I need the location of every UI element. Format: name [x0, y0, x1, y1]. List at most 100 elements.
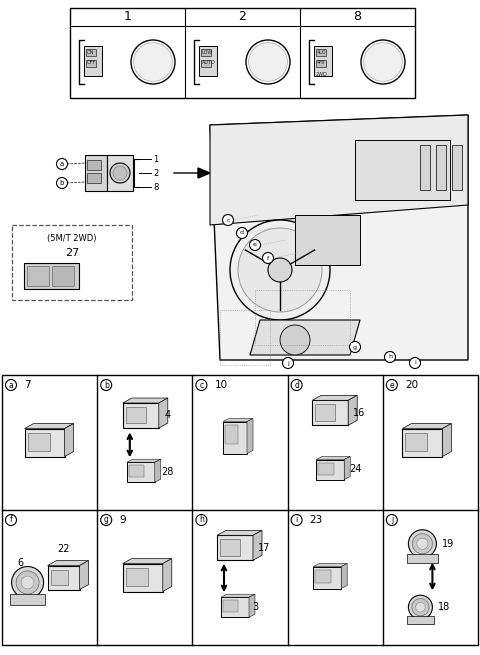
- Text: b: b: [60, 180, 64, 186]
- Bar: [199, 46, 217, 76]
- Circle shape: [21, 576, 34, 589]
- Polygon shape: [443, 424, 451, 457]
- Bar: [2, 375, 478, 645]
- Bar: [407, 616, 433, 624]
- Polygon shape: [313, 563, 347, 567]
- Text: 23: 23: [310, 515, 323, 525]
- Bar: [87, 160, 101, 170]
- Polygon shape: [123, 398, 168, 403]
- Text: h: h: [388, 354, 392, 360]
- Polygon shape: [253, 531, 262, 560]
- Polygon shape: [127, 459, 161, 462]
- Bar: [402, 428, 443, 457]
- Text: 24: 24: [349, 464, 361, 474]
- Text: j: j: [287, 360, 289, 365]
- Bar: [255, 290, 350, 345]
- Text: 8: 8: [153, 183, 158, 191]
- Bar: [48, 565, 80, 590]
- Bar: [436, 145, 446, 190]
- Polygon shape: [341, 563, 347, 588]
- Bar: [85, 155, 107, 191]
- Bar: [27, 266, 49, 286]
- Text: (5M/T 2WD): (5M/T 2WD): [47, 234, 97, 244]
- Circle shape: [5, 379, 16, 390]
- Circle shape: [131, 40, 175, 84]
- Bar: [220, 310, 270, 365]
- Text: d: d: [294, 381, 299, 390]
- Polygon shape: [155, 459, 161, 482]
- Bar: [84, 46, 102, 76]
- Text: 16: 16: [353, 408, 365, 418]
- Text: 8: 8: [353, 10, 361, 24]
- Text: OFF: OFF: [87, 60, 96, 66]
- Polygon shape: [210, 115, 468, 360]
- Text: 2: 2: [239, 10, 246, 24]
- Text: d: d: [240, 231, 244, 236]
- Text: c: c: [199, 381, 204, 390]
- Bar: [86, 60, 96, 67]
- Text: 7: 7: [24, 380, 31, 390]
- Circle shape: [384, 352, 396, 362]
- Bar: [315, 404, 335, 421]
- Polygon shape: [48, 561, 89, 565]
- Circle shape: [416, 603, 425, 612]
- Bar: [127, 462, 155, 482]
- Bar: [107, 155, 133, 191]
- Circle shape: [237, 227, 248, 238]
- Circle shape: [230, 220, 330, 320]
- Bar: [316, 460, 344, 479]
- Bar: [314, 46, 332, 76]
- Circle shape: [263, 252, 274, 263]
- Text: g: g: [104, 515, 108, 525]
- Circle shape: [408, 595, 432, 619]
- Bar: [406, 432, 427, 451]
- Bar: [217, 535, 253, 560]
- Bar: [123, 563, 163, 591]
- Text: 1: 1: [153, 155, 158, 164]
- Text: ON: ON: [87, 50, 95, 54]
- Circle shape: [196, 514, 207, 525]
- Bar: [201, 49, 211, 56]
- Bar: [126, 407, 145, 423]
- Circle shape: [408, 530, 436, 558]
- Bar: [295, 215, 360, 265]
- Bar: [355, 140, 450, 200]
- Circle shape: [133, 43, 172, 81]
- Circle shape: [412, 599, 429, 616]
- Text: 4HI: 4HI: [317, 60, 325, 66]
- Circle shape: [113, 166, 127, 180]
- Text: i: i: [414, 360, 416, 365]
- Text: 28: 28: [161, 467, 173, 477]
- Circle shape: [386, 514, 397, 525]
- Polygon shape: [249, 594, 255, 617]
- Polygon shape: [217, 531, 262, 535]
- Text: g: g: [353, 345, 357, 350]
- Circle shape: [283, 358, 293, 369]
- Text: 18: 18: [438, 602, 451, 612]
- Bar: [420, 145, 430, 190]
- Circle shape: [291, 514, 302, 525]
- Text: e: e: [253, 242, 257, 248]
- Text: c: c: [226, 217, 230, 223]
- Bar: [312, 400, 348, 425]
- Polygon shape: [24, 424, 73, 428]
- Bar: [220, 539, 240, 555]
- Circle shape: [57, 178, 68, 189]
- Polygon shape: [250, 320, 360, 355]
- Polygon shape: [402, 424, 451, 428]
- Text: 2: 2: [153, 168, 158, 178]
- Text: 10: 10: [215, 380, 228, 390]
- Text: f: f: [267, 255, 269, 261]
- Polygon shape: [348, 396, 357, 425]
- Polygon shape: [163, 559, 172, 591]
- Circle shape: [386, 379, 397, 390]
- Text: 17: 17: [258, 543, 270, 553]
- Text: AUTO: AUTO: [202, 60, 216, 66]
- Bar: [87, 173, 101, 183]
- Circle shape: [364, 43, 402, 81]
- Circle shape: [5, 514, 16, 525]
- Text: 22: 22: [58, 544, 70, 555]
- Polygon shape: [344, 457, 350, 479]
- Text: 3: 3: [252, 602, 258, 612]
- Polygon shape: [123, 559, 172, 563]
